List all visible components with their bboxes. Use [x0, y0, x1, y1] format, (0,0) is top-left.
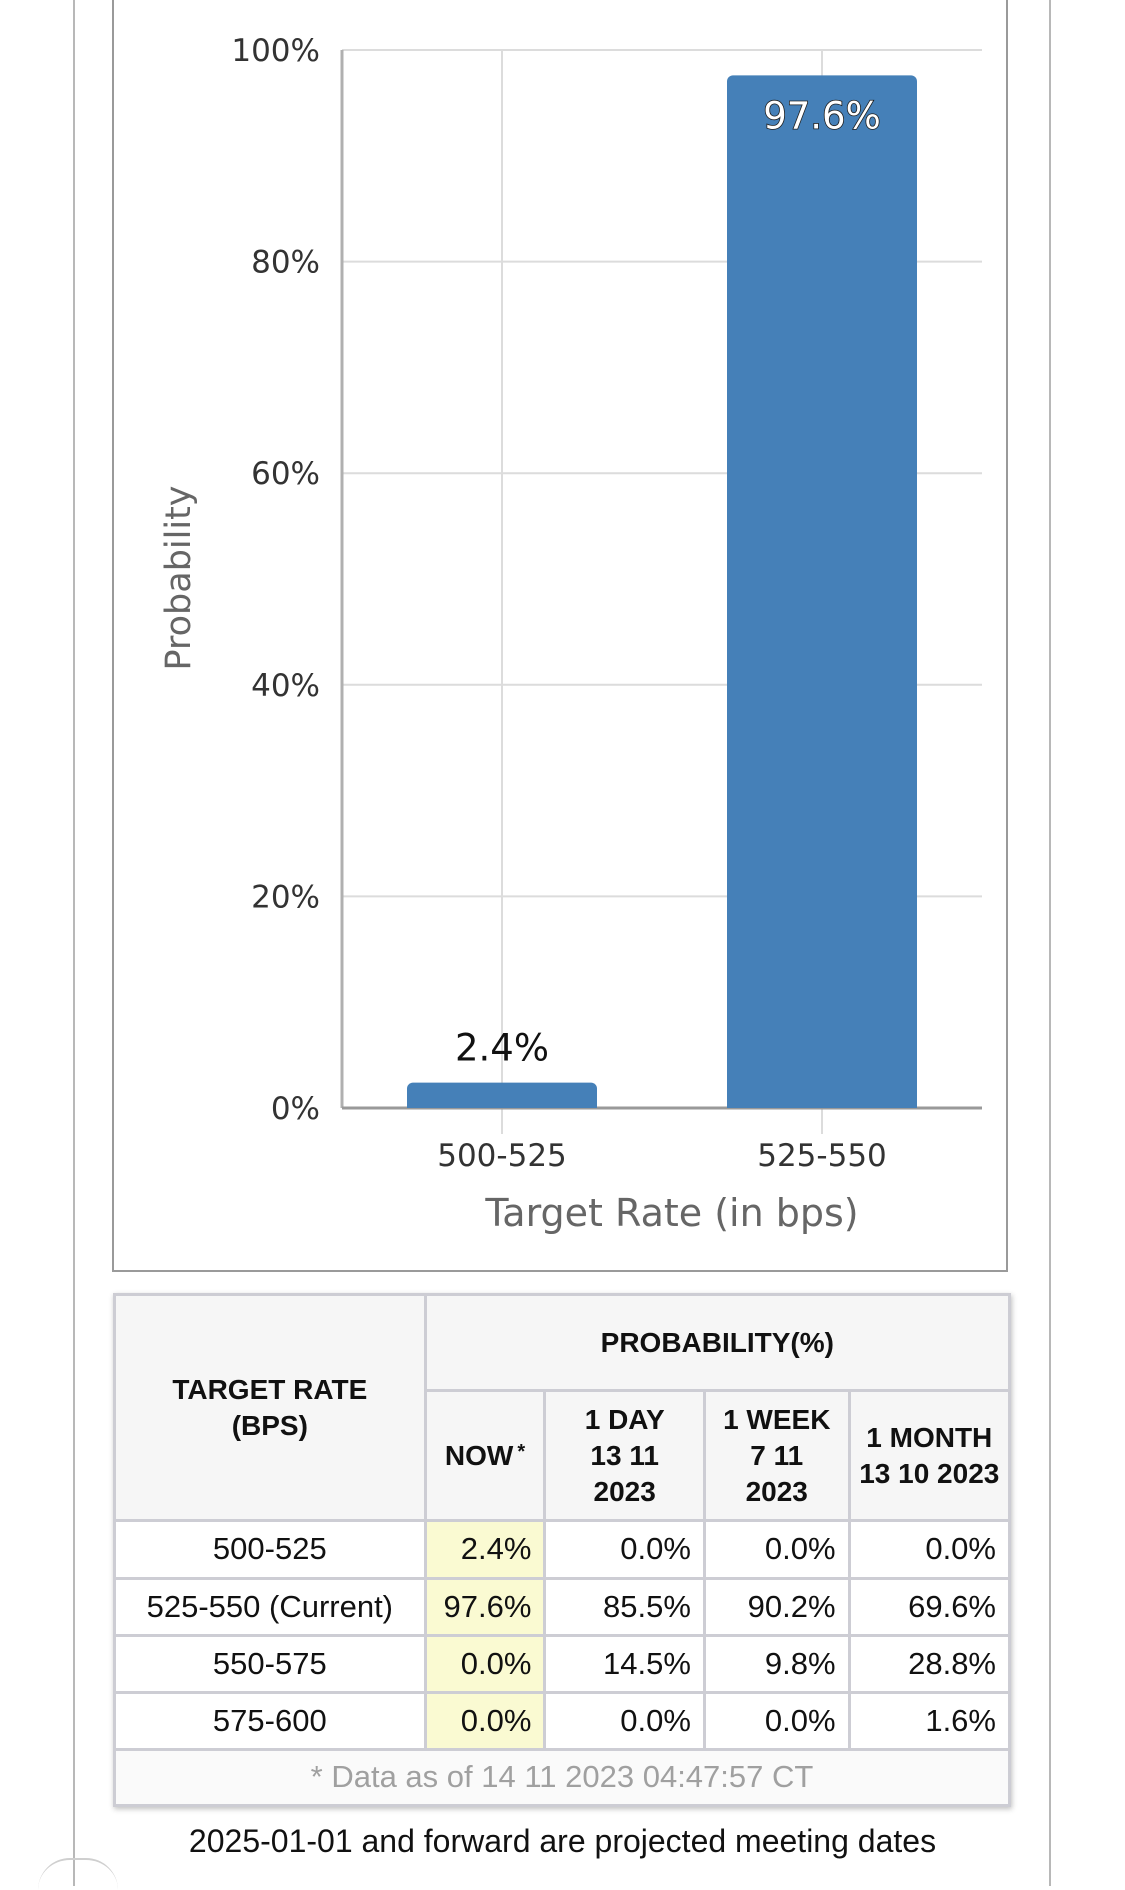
- data-label: 97.6%: [763, 94, 881, 137]
- one-day-cell: 0.0%: [543, 1519, 706, 1580]
- rate-cell: 575-600: [113, 1690, 427, 1751]
- one-day-header: 1 DAY 13 11 2023: [543, 1389, 706, 1523]
- chart-panel: 0% 20% 40% 60% 80% 100% 2.4% 500-525 97.6% 525-55…: [112, 0, 1008, 1272]
- one-week-cell: 9.8%: [702, 1633, 851, 1694]
- now-header: NOW *: [423, 1389, 547, 1523]
- page-frame: [73, 0, 1051, 1886]
- one-week-cell: 90.2%: [702, 1576, 851, 1637]
- bar: [727, 75, 917, 1109]
- now-cell: 97.6%: [423, 1576, 547, 1637]
- projected-dates-note: 2025-01-01 and forward are projected mee…: [188, 1823, 937, 1859]
- bar-base: [727, 1102, 917, 1108]
- data-timestamp-note: * Data as of 14 11 2023 04:47:57 CT: [113, 1747, 1011, 1808]
- one-month-cell: 0.0%: [847, 1519, 1012, 1580]
- now-cell: 0.0%: [423, 1633, 547, 1694]
- y-tick-label: 100%: [231, 33, 320, 69]
- x-tick-label: 525-550: [757, 1138, 887, 1174]
- target-rate-header: TARGET RATE (BPS): [113, 1292, 427, 1523]
- table-row: 550-575 0.0% 14.5% 9.8% 28.8%: [113, 1633, 1012, 1694]
- one-day-cell: 14.5%: [543, 1633, 706, 1694]
- probability-table: TARGET RATE (BPS) PROBABILITY(%) NOW * 1 …: [113, 1292, 1012, 1808]
- corner-decoration: [38, 1858, 118, 1890]
- table-row: 525-550 (Current) 97.6% 85.5% 90.2% 69.6…: [113, 1576, 1012, 1637]
- one-month-cell: 69.6%: [847, 1576, 1012, 1637]
- one-month-cell: 28.8%: [847, 1633, 1012, 1694]
- rate-cell: 550-575: [113, 1633, 427, 1694]
- one-week-header: 1 WEEK 7 11 2023: [702, 1389, 851, 1523]
- now-cell: 2.4%: [423, 1519, 547, 1580]
- y-axis-title: Probability: [159, 485, 199, 670]
- one-day-cell: 0.0%: [543, 1690, 706, 1751]
- one-month-cell: 1.6%: [847, 1690, 1012, 1751]
- table-row: 500-525 2.4% 0.0% 0.0% 0.0%: [113, 1519, 1012, 1580]
- x-axis-title: Target Rate (in bps): [484, 1191, 858, 1235]
- bar-base: [407, 1102, 597, 1108]
- rate-cell: 525-550 (Current): [113, 1576, 427, 1637]
- bar: [407, 1082, 597, 1108]
- one-day-cell: 85.5%: [543, 1576, 706, 1637]
- y-tick-label: 40%: [251, 668, 320, 704]
- y-tick-label: 20%: [251, 879, 320, 915]
- probability-header: PROBABILITY(%): [423, 1292, 1012, 1393]
- rate-cell: 500-525: [113, 1519, 427, 1580]
- one-month-header: 1 MONTH 13 10 2023: [847, 1389, 1012, 1523]
- probability-chart: 0% 20% 40% 60% 80% 100% 2.4% 500-525 97.6% 525-55…: [159, 33, 982, 1235]
- data-label: 2.4%: [455, 1027, 549, 1070]
- y-tick-label: 80%: [251, 245, 320, 281]
- x-tick-label: 500-525: [437, 1138, 567, 1174]
- y-tick-label: 60%: [251, 456, 320, 492]
- table-row: 575-600 0.0% 0.0% 0.0% 1.6%: [113, 1690, 1012, 1751]
- one-week-cell: 0.0%: [702, 1519, 851, 1580]
- y-tick-label: 0%: [271, 1091, 320, 1127]
- now-header-marker: *: [517, 1440, 526, 1463]
- now-header-label: NOW: [444, 1439, 514, 1471]
- one-week-cell: 0.0%: [702, 1690, 851, 1751]
- now-cell: 0.0%: [423, 1690, 547, 1751]
